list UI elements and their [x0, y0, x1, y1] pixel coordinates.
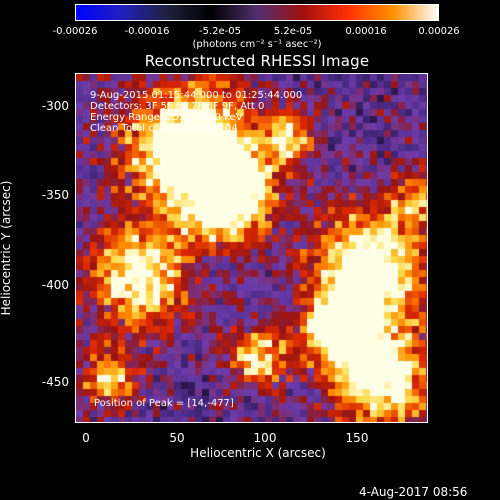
y-tick-label: -350	[41, 188, 69, 202]
colorbar-tick-label: -0.00026	[52, 26, 98, 37]
image-panel: 9-Aug-2015 01:15:44.000 to 01:25:44.000 …	[75, 73, 428, 423]
timestamp: 4-Aug-2017 08:56	[359, 485, 468, 499]
colorbar-tick-label: 5.2e-05	[273, 26, 313, 37]
x-tick-label: 0	[82, 431, 90, 445]
colorbar-tick-label: -5.2e-05	[199, 26, 241, 37]
y-tick-label: -450	[41, 375, 69, 389]
y-tick-label: -400	[41, 278, 69, 292]
rhessi-image	[76, 74, 427, 422]
colorbar	[75, 4, 439, 21]
peak-position-text: Position of Peak = [14,-477]	[94, 398, 234, 409]
colorbar-units: (photons cm⁻² s⁻¹ asec⁻²)	[192, 39, 322, 50]
x-tick-label: 150	[345, 431, 369, 445]
colorbar-tick-label: 0.00026	[418, 26, 460, 37]
colorbar-tick-label: 0.00016	[345, 26, 387, 37]
x-tick-label: 50	[169, 431, 185, 445]
detectors-text: Detectors: 3F 5F 6F 7F 8F 9F, Att 0	[90, 101, 265, 112]
x-axis-label: Heliocentric X (arcsec)	[190, 446, 326, 460]
colorbar-tick-label: -0.00016	[124, 26, 170, 37]
energy-range-text: Energy Range: 25.0 - 50.0 keV	[90, 112, 243, 123]
clean-counts-text: Clean Total counts: 2.19E+04	[90, 123, 238, 134]
y-tick-label: -300	[41, 99, 69, 113]
time-range-text: 9-Aug-2015 01:15:44.000 to 01:25:44.000	[90, 90, 303, 101]
image-title: Reconstructed RHESSI Image	[144, 52, 370, 70]
x-tick-label: 100	[253, 431, 277, 445]
